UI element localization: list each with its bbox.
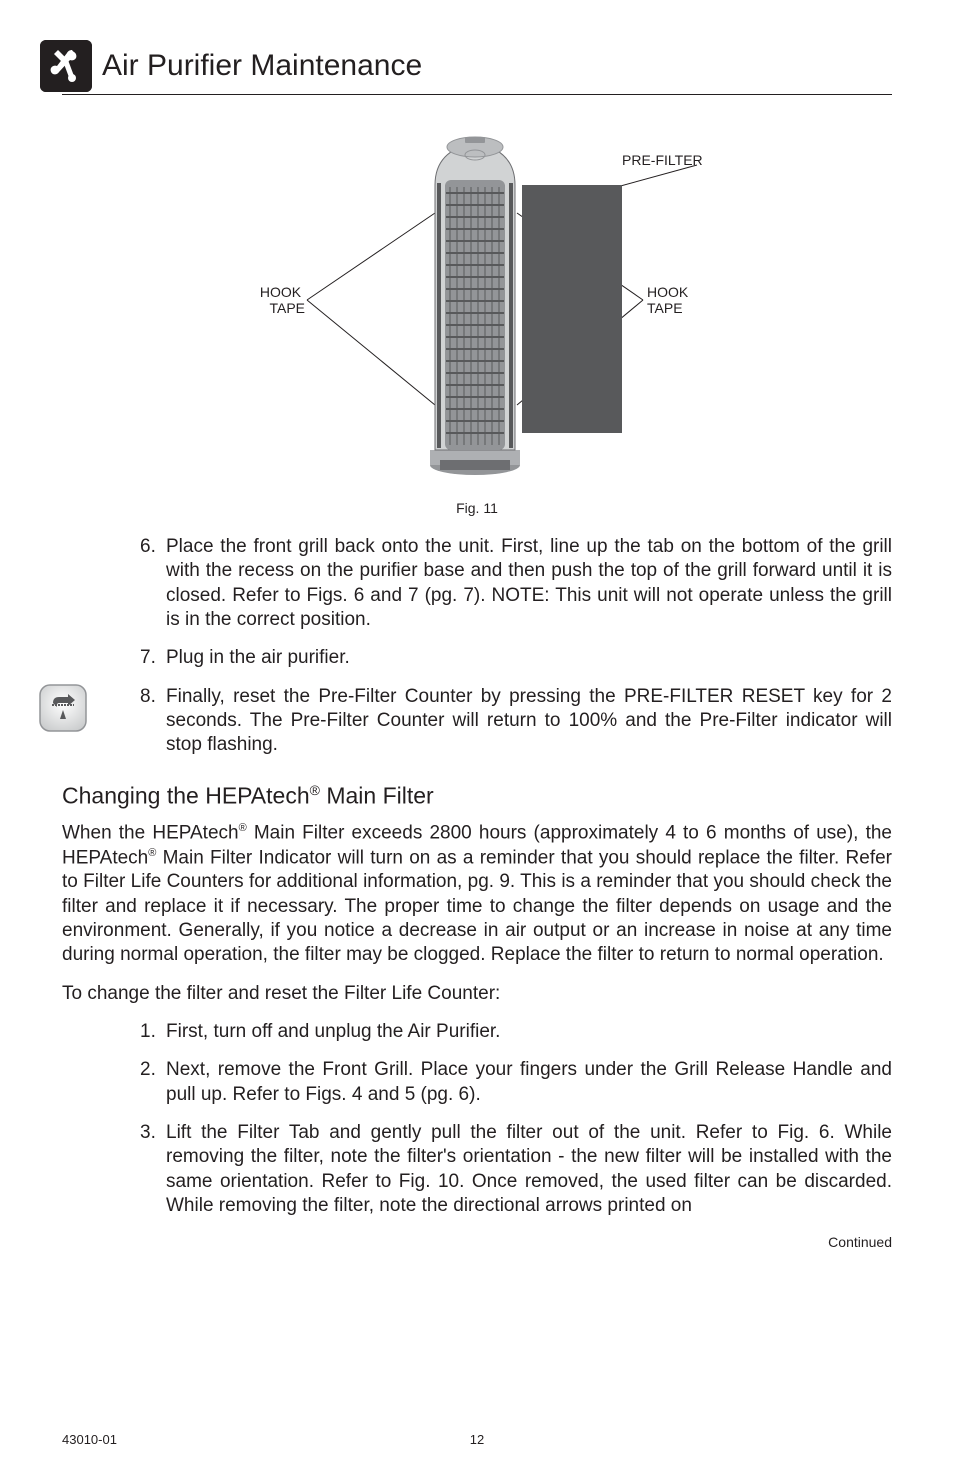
step-6: 6.Place the front grill back onto the un…: [140, 535, 892, 632]
step-b3: 3.Lift the Filter Tab and gently pull th…: [140, 1121, 892, 1218]
figure-11: HOOK TAPE HOOK TAPE PRE-FILTER: [62, 125, 892, 515]
page-footer: 43010-01 12: [62, 1432, 892, 1447]
pre-filter-panel: [522, 185, 622, 433]
purifier-tower: [430, 137, 520, 475]
page-title: Air Purifier Maintenance: [102, 49, 422, 83]
page-number: 12: [470, 1432, 484, 1447]
steps-list-a: 6.Place the front grill back onto the un…: [62, 535, 892, 758]
step-b2: 2.Next, remove the Front Grill. Place yo…: [140, 1058, 892, 1107]
tools-icon: [40, 40, 92, 92]
step-b1: 1.First, turn off and unplug the Air Pur…: [140, 1020, 892, 1044]
figure-caption: Fig. 11: [62, 500, 892, 516]
body-paragraph-2: To change the filter and reset the Filte…: [62, 982, 892, 1006]
steps-list-b: 1.First, turn off and unplug the Air Pur…: [62, 1020, 892, 1218]
pre-filter-label: PRE-FILTER: [622, 152, 703, 168]
page-header: Air Purifier Maintenance: [62, 40, 892, 95]
hook-tape-right-label: HOOK TAPE: [647, 284, 692, 316]
model-number: 43010-01: [62, 1432, 117, 1447]
hook-tape-left-label: HOOK TAPE: [260, 284, 305, 316]
step-8: 8.Finally, reset the Pre-Filter Counter …: [140, 685, 892, 758]
section-heading: Changing the HEPAtech® Main Filter: [62, 782, 892, 810]
reset-button-icon: [38, 683, 88, 733]
registered-mark: ®: [310, 782, 320, 798]
purifier-diagram: HOOK TAPE HOOK TAPE PRE-FILTER: [157, 125, 797, 495]
body-paragraph-1: When the HEPAtech® Main Filter exceeds 2…: [62, 821, 892, 968]
continued-label: Continued: [62, 1234, 892, 1250]
step-7: 7.Plug in the air purifier.: [140, 646, 892, 670]
